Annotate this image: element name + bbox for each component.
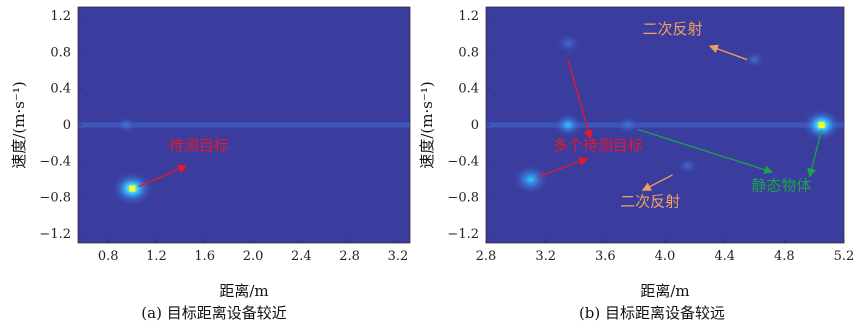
annotation-label: 多个待测目标	[553, 136, 643, 154]
annotation-arrow	[567, 59, 593, 140]
heatmap-b-y-ticks: 1.2 0.8 0.4 0 −0.4 −0.8 −1.2	[447, 9, 490, 242]
annotation-label: 待测目标	[169, 136, 229, 154]
y-tick-label: −0.8	[39, 191, 71, 206]
heatmap-b-caption: (b) 目标距离设备较远	[579, 304, 725, 322]
panel-b: 2.8 3.2 3.6 4.0 4.4 4.8 5.2 1.2 0.8 0.4 0 −0.4 −0.8…	[418, 6, 855, 322]
annotation-arrow	[138, 164, 188, 188]
y-tick-label: 0.8	[458, 45, 479, 60]
y-tick-label: 0.4	[458, 82, 479, 97]
y-tick-label: 0.4	[50, 82, 71, 97]
x-tick-label: 3.2	[535, 249, 556, 264]
annotation-label: 二次反射	[642, 20, 702, 38]
x-tick-label: 5.2	[834, 249, 855, 264]
annotation-label: 二次反射	[620, 193, 680, 211]
y-tick-label: 0	[471, 118, 479, 133]
y-tick-label: 0	[63, 118, 71, 133]
annotation-label: 静态物体	[751, 176, 811, 194]
x-tick-label: 2.0	[243, 249, 264, 264]
y-tick-label: −0.4	[39, 154, 71, 169]
heatmap-a-cells	[78, 115, 410, 207]
heatmap-a-y-ticks: 1.2 0.8 0.4 0 −0.4 −0.8 −1.2	[39, 9, 82, 242]
heatmap-hotspot	[114, 115, 139, 135]
annotation-arrow	[641, 174, 673, 191]
heatmap-a-x-label: 距离/m	[219, 282, 268, 300]
y-tick-label: −0.8	[447, 191, 479, 206]
panel-a: 0.8 1.2 1.6 2.0 2.4 2.8 3.2 1.2 0.8 0.4 0 −0.4 −0.8…	[10, 6, 411, 322]
heatmap-b-x-ticks: 2.8 3.2 3.6 4.0 4.4 4.8 5.2	[476, 239, 855, 264]
heatmap-a-annotations: 待测目标	[138, 136, 229, 188]
heatmap-hotspot	[511, 163, 550, 196]
y-tick-label: −0.4	[447, 154, 479, 169]
annotation-arrow	[537, 157, 589, 178]
x-tick-label: 3.6	[595, 249, 616, 264]
heatmap-b-y-label: 速度/(m·s⁻¹)	[418, 81, 436, 168]
heatmap-b-cells	[486, 32, 844, 196]
heatmap-hotspot	[554, 32, 582, 55]
annotation-arrow	[708, 44, 748, 61]
heatmap-a-caption: (a) 目标距离设备较近	[141, 304, 286, 322]
x-tick-label: 4.8	[774, 249, 795, 264]
x-tick-label: 4.0	[655, 249, 676, 264]
annotation-arrow	[807, 129, 823, 178]
y-tick-label: −1.2	[39, 227, 71, 242]
heatmap-a-x-ticks: 0.8 1.2 1.6 2.0 2.4 2.8 3.2	[98, 239, 408, 264]
heatmap-b-x-label: 距离/m	[640, 282, 689, 300]
x-tick-label: 3.2	[388, 249, 409, 264]
x-tick-label: 1.2	[146, 249, 167, 264]
x-tick-label: 2.4	[291, 249, 312, 264]
heatmap-hotspot	[553, 113, 584, 137]
y-tick-label: 1.2	[50, 9, 71, 24]
x-tick-label: 2.8	[339, 249, 360, 264]
annotation-arrow	[637, 128, 774, 175]
heatmap-peak-cell	[818, 122, 825, 128]
heatmap-hotspot	[614, 114, 642, 136]
y-tick-label: 1.2	[458, 9, 479, 24]
heatmap-a-y-label: 速度/(m·s⁻¹)	[10, 81, 28, 168]
x-tick-label: 4.4	[714, 249, 735, 264]
heatmap-peak-cell	[129, 185, 136, 192]
y-tick-label: −1.2	[447, 227, 479, 242]
heatmap-hotspot	[676, 157, 699, 175]
x-tick-label: 2.8	[476, 249, 497, 264]
zero-velocity-band	[78, 122, 410, 128]
x-tick-label: 1.6	[194, 249, 215, 264]
heatmap-hotspot	[743, 50, 766, 69]
y-tick-label: 0.8	[50, 45, 71, 60]
zero-velocity-band	[486, 122, 844, 128]
x-tick-label: 0.8	[98, 249, 119, 264]
